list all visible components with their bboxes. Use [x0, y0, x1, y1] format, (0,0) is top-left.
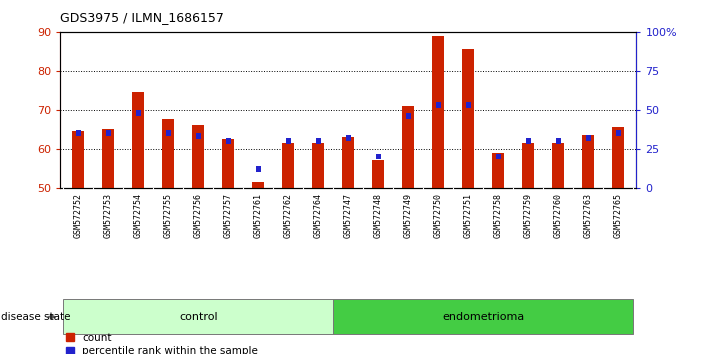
Bar	[406, 113, 411, 119]
Text: GSM572759: GSM572759	[524, 193, 533, 238]
Bar	[132, 92, 144, 188]
Text: GSM572754: GSM572754	[134, 193, 143, 238]
Bar	[193, 125, 205, 188]
Text: GSM572756: GSM572756	[194, 193, 203, 238]
Bar	[552, 143, 565, 188]
Bar	[346, 135, 351, 141]
Bar	[166, 130, 171, 136]
Text: GSM572752: GSM572752	[74, 193, 83, 238]
Text: GSM572747: GSM572747	[344, 193, 353, 238]
Text: GSM572749: GSM572749	[404, 193, 413, 238]
Text: GSM572762: GSM572762	[284, 193, 293, 238]
Bar	[223, 139, 235, 188]
Bar	[582, 135, 594, 188]
Text: GSM572763: GSM572763	[584, 193, 593, 238]
Bar	[316, 138, 321, 144]
Bar	[63, 299, 333, 334]
Bar	[333, 299, 634, 334]
Bar	[312, 143, 324, 188]
Bar	[196, 133, 201, 139]
Bar	[523, 143, 535, 188]
Bar	[616, 130, 621, 136]
Text: GSM572751: GSM572751	[464, 193, 473, 238]
Bar	[225, 138, 231, 144]
Bar	[556, 138, 561, 144]
Text: control: control	[179, 312, 218, 322]
Bar	[432, 36, 444, 188]
Text: disease state: disease state	[1, 312, 70, 322]
Text: GSM572753: GSM572753	[104, 193, 113, 238]
Bar	[466, 102, 471, 108]
Bar	[462, 49, 474, 188]
Text: GSM572755: GSM572755	[164, 193, 173, 238]
Bar	[436, 102, 441, 108]
Bar	[375, 154, 381, 159]
Bar	[256, 166, 261, 172]
Bar	[76, 130, 81, 136]
Text: GSM572765: GSM572765	[614, 193, 623, 238]
Bar	[136, 110, 141, 115]
Text: GDS3975 / ILMN_1686157: GDS3975 / ILMN_1686157	[60, 11, 224, 24]
Bar	[282, 143, 294, 188]
Bar	[373, 160, 385, 188]
Text: GSM572757: GSM572757	[224, 193, 233, 238]
Bar	[402, 106, 415, 188]
Bar	[102, 129, 114, 188]
Bar	[73, 131, 85, 188]
Text: endometrioma: endometrioma	[442, 312, 525, 322]
Text: GSM572748: GSM572748	[374, 193, 383, 238]
Bar	[492, 153, 504, 188]
Text: GSM572758: GSM572758	[494, 193, 503, 238]
Bar	[162, 119, 174, 188]
Bar	[106, 130, 111, 136]
Text: GSM572761: GSM572761	[254, 193, 263, 238]
Text: GSM572760: GSM572760	[554, 193, 563, 238]
Bar	[496, 154, 501, 159]
Text: GSM572764: GSM572764	[314, 193, 323, 238]
Bar	[586, 135, 591, 141]
Bar	[343, 137, 354, 188]
Bar	[252, 182, 264, 188]
Bar	[612, 127, 624, 188]
Bar	[525, 138, 531, 144]
Text: GSM572750: GSM572750	[434, 193, 443, 238]
Bar	[286, 138, 291, 144]
Legend: count, percentile rank within the sample: count, percentile rank within the sample	[65, 333, 258, 354]
